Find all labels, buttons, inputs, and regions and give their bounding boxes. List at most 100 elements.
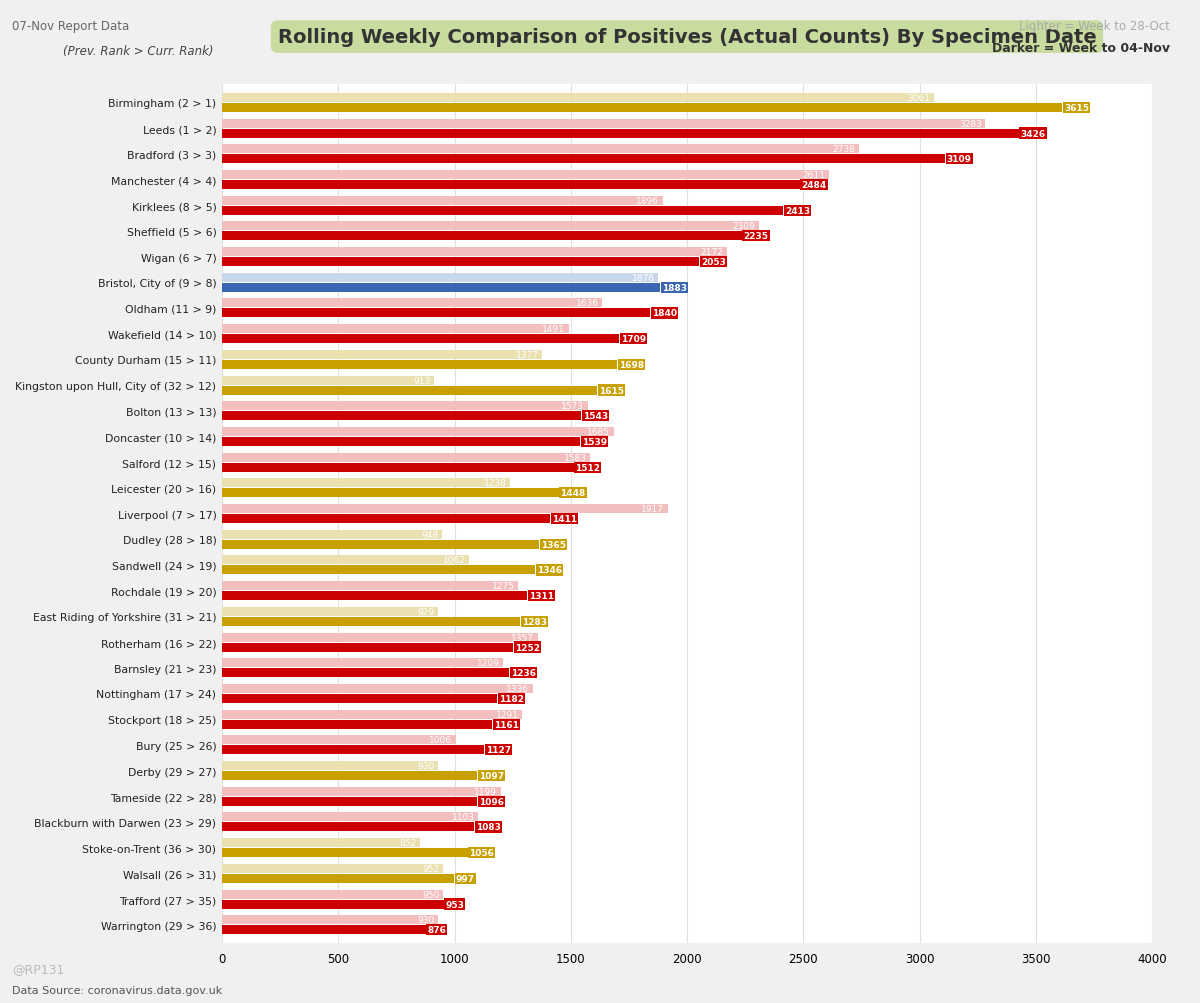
Bar — [222, 787, 500, 796]
Bar — [222, 669, 509, 678]
Text: 3426: 3426 — [1020, 129, 1045, 138]
Bar — [222, 515, 550, 524]
Bar — [222, 761, 438, 770]
Text: 1209: 1209 — [476, 659, 499, 668]
Y-axis label: ENGLAND LOCAL AUTHORITY: ENGLAND LOCAL AUTHORITY — [0, 422, 5, 606]
Text: 3061: 3061 — [907, 93, 930, 102]
Text: 2611: 2611 — [803, 171, 826, 180]
Text: 1103: 1103 — [452, 812, 475, 821]
Bar — [222, 505, 667, 514]
Text: 997: 997 — [456, 874, 475, 883]
Text: 1448: 1448 — [560, 488, 586, 497]
Text: 1357: 1357 — [511, 633, 534, 642]
Bar — [222, 720, 492, 729]
Text: (Prev. Rank > Curr. Rank): (Prev. Rank > Curr. Rank) — [62, 45, 214, 58]
Bar — [222, 171, 829, 180]
Text: 2413: 2413 — [785, 207, 810, 216]
Bar — [222, 258, 700, 267]
Bar — [222, 412, 581, 421]
Text: 2484: 2484 — [802, 181, 827, 190]
Bar — [222, 274, 658, 283]
Text: 1377: 1377 — [516, 350, 539, 359]
Bar — [222, 197, 662, 206]
Text: 3109: 3109 — [947, 155, 972, 164]
Text: 930: 930 — [418, 761, 434, 770]
Text: 1311: 1311 — [529, 592, 553, 601]
Bar — [222, 735, 456, 744]
Text: 953: 953 — [445, 900, 464, 909]
Bar — [222, 617, 521, 626]
Text: 1698: 1698 — [619, 360, 643, 369]
Text: 1491: 1491 — [542, 325, 565, 334]
Text: 913: 913 — [414, 376, 431, 385]
Text: 1917: 1917 — [641, 505, 665, 514]
Bar — [222, 900, 444, 909]
Bar — [222, 325, 569, 334]
Text: 2053: 2053 — [701, 258, 726, 267]
Text: 1876: 1876 — [631, 274, 655, 283]
Text: @RP131: @RP131 — [12, 962, 65, 975]
Text: 1583: 1583 — [564, 453, 587, 462]
Text: Lighter = Week to 28-Oct: Lighter = Week to 28-Oct — [1019, 20, 1170, 33]
Text: 1238: 1238 — [484, 478, 506, 487]
Bar — [222, 849, 468, 858]
Text: 1283: 1283 — [522, 617, 547, 626]
Text: 2235: 2235 — [744, 232, 768, 241]
Bar — [222, 145, 858, 154]
Bar — [222, 309, 650, 318]
Bar — [222, 531, 443, 540]
Bar — [222, 745, 484, 754]
Text: 929: 929 — [418, 607, 434, 616]
Text: 1336: 1336 — [506, 684, 529, 693]
Text: 1236: 1236 — [511, 669, 536, 678]
Text: 952: 952 — [422, 864, 440, 873]
Text: Darker = Week to 04-Nov: Darker = Week to 04-Nov — [992, 42, 1170, 55]
Bar — [222, 710, 522, 719]
Bar — [222, 386, 598, 395]
Text: 1083: 1083 — [475, 822, 500, 831]
Bar — [222, 437, 580, 446]
Bar — [222, 181, 799, 190]
Bar — [222, 926, 426, 935]
Bar — [222, 684, 533, 693]
Text: 1199: 1199 — [474, 787, 497, 796]
Bar — [222, 694, 497, 703]
Bar — [222, 541, 539, 550]
Bar — [222, 607, 438, 616]
Bar — [222, 222, 758, 231]
Bar — [222, 299, 602, 308]
Text: 1573: 1573 — [562, 402, 584, 411]
Bar — [222, 488, 559, 497]
Text: 1365: 1365 — [541, 541, 566, 550]
Bar — [222, 478, 510, 487]
Text: 3283: 3283 — [959, 119, 982, 128]
Text: 2738: 2738 — [833, 145, 856, 154]
Bar — [222, 103, 1062, 112]
Bar — [222, 284, 660, 293]
Text: 948: 948 — [421, 531, 439, 540]
Bar — [222, 376, 434, 385]
Bar — [222, 592, 527, 601]
Text: 1127: 1127 — [486, 745, 511, 754]
Bar — [222, 582, 518, 591]
Bar — [222, 207, 784, 216]
Text: 1883: 1883 — [661, 284, 686, 293]
Bar — [222, 119, 985, 128]
Text: 1411: 1411 — [552, 515, 577, 524]
Text: 1840: 1840 — [652, 309, 677, 318]
Bar — [222, 864, 443, 873]
Bar — [222, 822, 474, 831]
Bar — [222, 350, 542, 359]
Bar — [222, 427, 613, 436]
Text: 1512: 1512 — [576, 463, 600, 472]
Bar — [222, 129, 1019, 138]
Text: 1896: 1896 — [636, 197, 659, 206]
Text: 1685: 1685 — [587, 427, 611, 436]
Text: 876: 876 — [427, 926, 446, 935]
Bar — [222, 402, 588, 411]
Bar — [222, 93, 934, 102]
Text: 2172: 2172 — [701, 248, 724, 257]
Bar — [222, 463, 574, 472]
Text: 1006: 1006 — [430, 735, 452, 744]
Text: 1182: 1182 — [499, 694, 523, 703]
